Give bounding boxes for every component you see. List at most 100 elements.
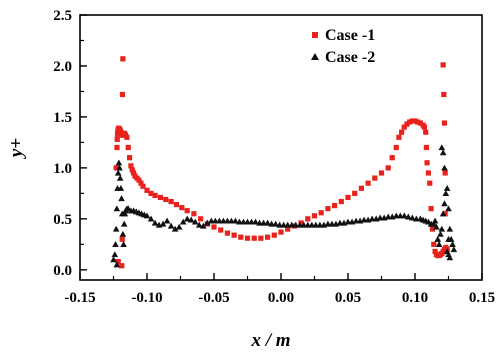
- data-point-square: [119, 236, 125, 242]
- data-point-square: [148, 190, 154, 196]
- data-point-square: [427, 180, 433, 186]
- data-point-triangle: [116, 174, 124, 181]
- data-point-triangle: [433, 223, 440, 230]
- data-point-square: [385, 165, 391, 171]
- data-point-square: [113, 165, 119, 171]
- data-point-square: [119, 263, 125, 269]
- data-point-triangle: [120, 220, 128, 227]
- data-point-triangle: [449, 241, 456, 247]
- y-tick-label: 2.0: [53, 59, 72, 75]
- x-tick-label: -0.15: [64, 290, 95, 306]
- data-point-triangle: [117, 184, 125, 191]
- data-point-square: [179, 205, 185, 211]
- data-point-square: [417, 120, 423, 126]
- data-point-triangle: [443, 184, 451, 191]
- data-point-square: [442, 211, 448, 217]
- data-point-triangle: [114, 169, 122, 176]
- data-point-square: [423, 144, 429, 151]
- data-point-triangle: [113, 261, 121, 268]
- data-point-square: [305, 216, 311, 222]
- data-point-square: [399, 129, 405, 135]
- data-point-square: [126, 155, 133, 161]
- data-point-triangle: [179, 218, 187, 225]
- data-point-triangle: [159, 220, 167, 227]
- data-point-square: [184, 208, 190, 214]
- data-point-square: [238, 234, 244, 240]
- data-point-square: [440, 62, 446, 68]
- legend-item: Case -2: [311, 49, 375, 66]
- data-point-triangle: [264, 219, 271, 226]
- data-point-triangle: [113, 205, 121, 212]
- data-point-triangle: [445, 205, 452, 212]
- data-point-triangle: [199, 222, 207, 229]
- data-point-triangle: [431, 217, 439, 224]
- data-point-triangle: [439, 149, 447, 156]
- data-point-square: [338, 198, 344, 205]
- data-point-triangle: [119, 230, 127, 237]
- data-point-triangle: [204, 219, 211, 226]
- data-point-square: [129, 167, 135, 173]
- data-point-square: [119, 91, 126, 98]
- x-tick-label: 0.15: [469, 290, 495, 306]
- data-point-square: [198, 216, 204, 222]
- data-point-triangle: [430, 220, 438, 227]
- data-point-triangle: [405, 213, 412, 220]
- data-point-triangle: [195, 221, 203, 228]
- data-point-square: [442, 170, 448, 176]
- data-point-square: [231, 232, 237, 238]
- data-point-triangle: [112, 241, 119, 247]
- legend-marker-triangle: [311, 53, 319, 60]
- data-point-triangle: [434, 235, 442, 242]
- data-point-square: [152, 192, 158, 199]
- data-point-triangle: [191, 218, 199, 225]
- data-point-square: [125, 144, 131, 151]
- legend-label: Case -2: [325, 49, 375, 66]
- data-point-square: [115, 259, 121, 265]
- data-point-triangle: [438, 225, 446, 232]
- data-point-square: [401, 124, 407, 130]
- legend-marker-square: [312, 32, 318, 38]
- legend-item: Case -1: [312, 27, 375, 44]
- axis-titles: x / m y+: [6, 138, 291, 351]
- data-point-triangle: [116, 164, 123, 171]
- data-point-square: [441, 120, 448, 126]
- data-point-square: [114, 131, 121, 137]
- y-axis-title: y+: [6, 138, 27, 159]
- data-point-square: [163, 196, 169, 203]
- data-point-triangle: [441, 164, 448, 171]
- data-point-triangle: [171, 225, 179, 232]
- data-point-square: [332, 202, 338, 209]
- data-point-triangle: [441, 200, 448, 207]
- data-point-triangle: [120, 241, 127, 247]
- data-point-square: [425, 170, 431, 176]
- data-point-square: [191, 211, 197, 217]
- data-point-square: [428, 206, 434, 212]
- data-point-square: [157, 194, 163, 201]
- data-point-square: [128, 163, 134, 169]
- data-point-triangle: [187, 216, 195, 223]
- data-point-square: [412, 118, 418, 124]
- data-point-square: [431, 241, 437, 247]
- x-axis: -0.15 -0.10 -0.05 0.00 0.05 0.10 0.15: [64, 273, 495, 306]
- data-point-square: [168, 198, 174, 205]
- data-point-triangle: [437, 230, 444, 237]
- data-point-triangle: [442, 190, 450, 197]
- x-tick-label: -0.05: [198, 290, 229, 306]
- x-tick-label: 0.00: [268, 290, 294, 306]
- data-point-triangle: [143, 212, 151, 219]
- data-point-square: [393, 144, 399, 151]
- data-point-triangle: [400, 212, 408, 219]
- data-point-triangle: [121, 210, 129, 217]
- y-tick-label: 1.0: [53, 161, 72, 177]
- data-point-square: [173, 201, 180, 208]
- data-point-square: [298, 220, 304, 226]
- data-point-triangle: [252, 218, 259, 225]
- data-point-triangle: [110, 256, 117, 263]
- data-point-triangle: [167, 222, 175, 229]
- data-point-square: [120, 56, 126, 62]
- data-point-square: [131, 170, 137, 176]
- data-point-square: [415, 119, 421, 125]
- data-point-square: [244, 235, 251, 241]
- y-tick-label: 0.0: [53, 263, 72, 279]
